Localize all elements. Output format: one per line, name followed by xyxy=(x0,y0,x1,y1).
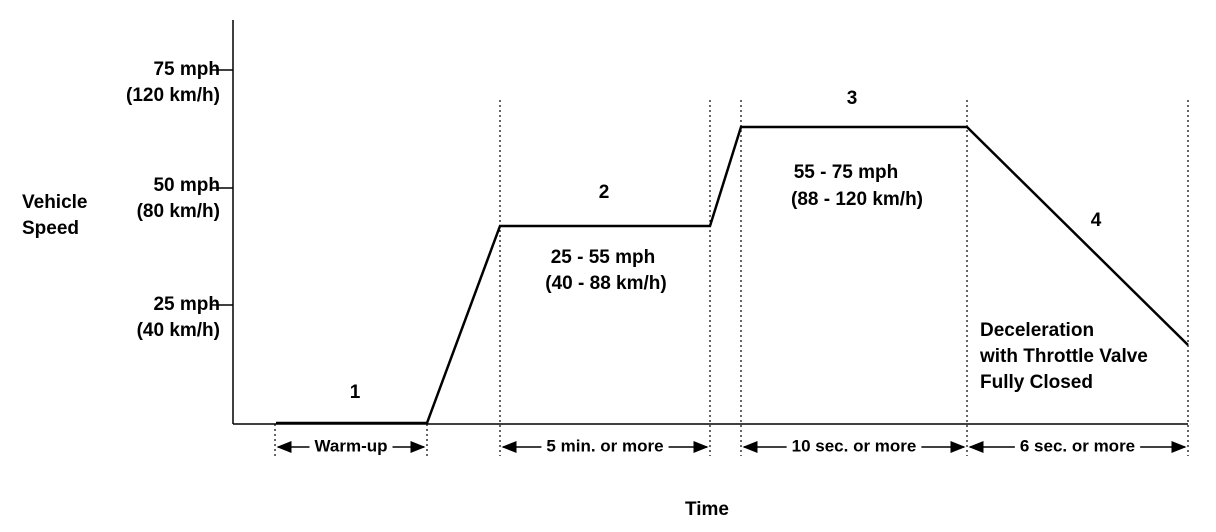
tick-kmh: (80 km/h) xyxy=(137,201,220,222)
phase-range-metric: (40 - 88 km/h) xyxy=(545,273,666,294)
y-label: Speed xyxy=(22,218,79,239)
phase-note: Fully Closed xyxy=(980,372,1093,393)
phase-dividers xyxy=(274,100,1189,456)
duration-label: 10 sec. or more xyxy=(792,436,917,455)
phase-note: with Throttle Valve xyxy=(979,346,1148,367)
phase-number: 1 xyxy=(350,382,361,403)
phase-note: Deceleration xyxy=(980,320,1094,341)
tick-kmh: (40 km/h) xyxy=(137,320,220,341)
phase-range-metric: (88 - 120 km/h) xyxy=(791,189,923,210)
phase-number: 4 xyxy=(1091,210,1102,231)
tick-mph: 75 mph xyxy=(153,59,220,80)
phase-range: 55 - 75 mph xyxy=(794,162,899,183)
duration-label: Warm-up xyxy=(314,436,387,455)
y-label: Vehicle xyxy=(22,192,88,213)
duration-label: 5 min. or more xyxy=(546,436,663,455)
tick-kmh: (120 km/h) xyxy=(126,85,220,106)
tick-mph: 50 mph xyxy=(153,175,220,196)
speed-profile xyxy=(276,125,1189,425)
x-label: Time xyxy=(685,499,729,520)
durations: Warm-up 5 min. or more 10 sec. or more 6 se… xyxy=(276,436,1187,455)
phase-number: 2 xyxy=(599,182,610,203)
phase-range: 25 - 55 mph xyxy=(551,247,656,268)
phase-number: 3 xyxy=(847,88,858,109)
tick-mph: 25 mph xyxy=(153,294,220,315)
duration-label: 6 sec. or more xyxy=(1020,436,1135,455)
